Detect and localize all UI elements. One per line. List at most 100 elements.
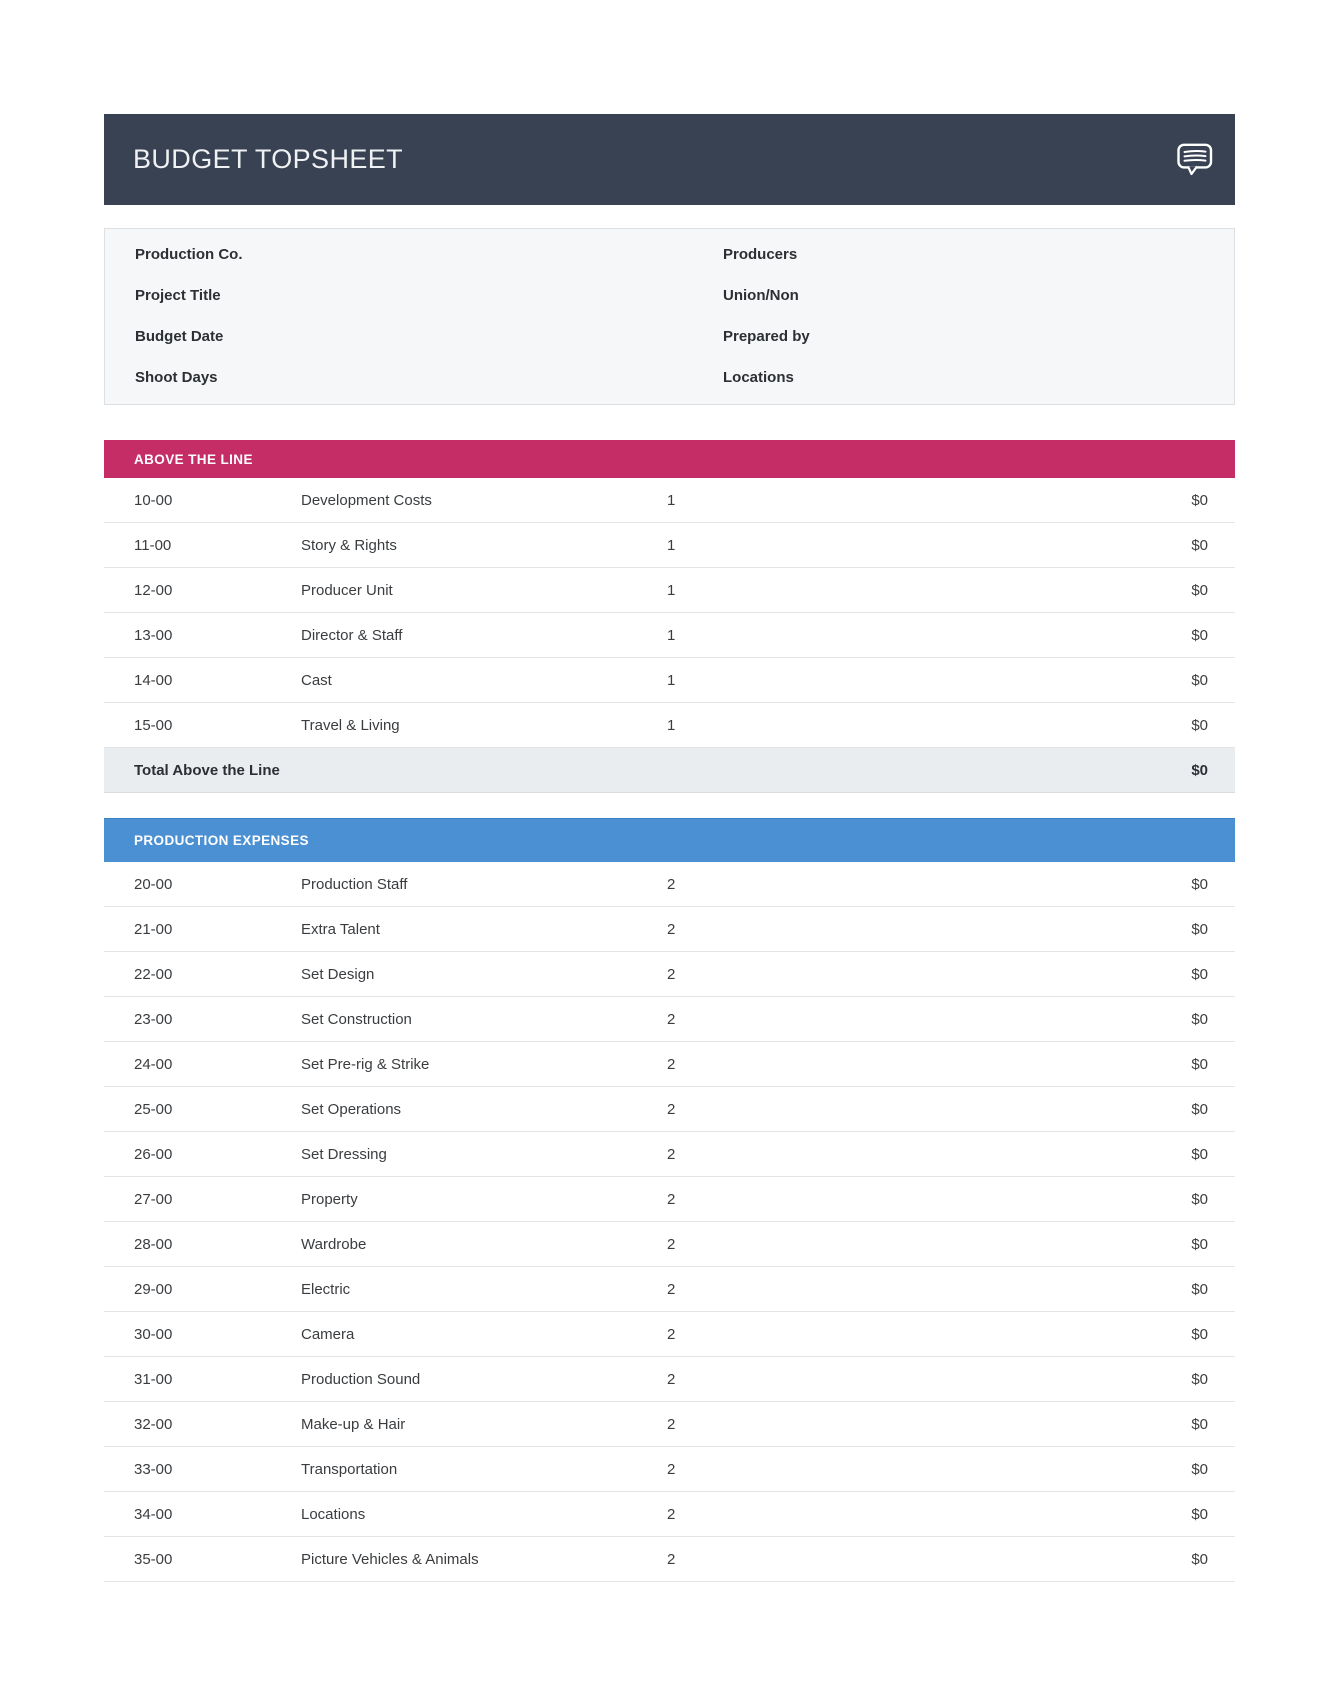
page-number: 2 [667, 1100, 676, 1118]
table-row: 22-00 Set Design 2 $0 [104, 952, 1235, 997]
account-code: 26-00 [134, 1145, 173, 1163]
table-row: 26-00 Set Dressing 2 $0 [104, 1132, 1235, 1177]
account-code: 23-00 [134, 1010, 173, 1028]
account-code: 21-00 [134, 920, 173, 938]
account-label: Make-up & Hair [301, 1415, 406, 1433]
field-label-budget-date: Budget Date [135, 328, 224, 345]
table-row: 20-00 Production Staff 2 $0 [104, 862, 1235, 907]
production-expenses-table: 20-00 Production Staff 2 $0 21-00 Extra Talen… [104, 862, 1235, 1582]
account-label: Producer Unit [301, 581, 393, 599]
amount-value: $0 [1191, 1100, 1208, 1118]
table-row: 32-00 Make-up & Hair 2 $0 [104, 1402, 1235, 1447]
account-code: 20-00 [134, 875, 173, 893]
account-code: 29-00 [134, 1280, 173, 1298]
table-row: 27-00 Property 2 $0 [104, 1177, 1235, 1222]
account-code: 28-00 [134, 1235, 173, 1253]
page-number: 2 [667, 1235, 676, 1253]
account-label: Production Staff [301, 875, 408, 893]
table-row: 13-00 Director & Staff 1 $0 [104, 613, 1235, 658]
topsheet-header: BUDGET TOPSHEET [104, 114, 1235, 205]
table-row: 23-00 Set Construction 2 $0 [104, 997, 1235, 1042]
table-row: 33-00 Transportation 2 $0 [104, 1447, 1235, 1492]
section-above-the-line: ABOVE THE LINE 10-00 Development Costs 1 $0… [104, 440, 1235, 793]
account-code: 10-00 [134, 491, 173, 509]
account-label: Set Design [301, 965, 375, 983]
account-code: 24-00 [134, 1055, 173, 1073]
field-label-producers: Producers [723, 246, 798, 263]
account-label: Travel & Living [301, 716, 400, 734]
page-number: 2 [667, 1055, 676, 1073]
page-number: 2 [667, 1145, 676, 1163]
amount-value: $0 [1191, 1055, 1208, 1073]
page-number: 1 [667, 491, 676, 509]
page-number: 2 [667, 1325, 676, 1343]
account-label: Production Sound [301, 1370, 421, 1388]
page-number: 2 [667, 1460, 676, 1478]
page-number: 2 [667, 1190, 676, 1208]
account-label: Set Pre-rig & Strike [301, 1055, 430, 1073]
amount-value: $0 [1191, 626, 1208, 644]
amount-value: $0 [1191, 1505, 1208, 1523]
account-label: Set Construction [301, 1010, 412, 1028]
account-code: 33-00 [134, 1460, 173, 1478]
account-code: 13-00 [134, 626, 173, 644]
comment-icon[interactable] [1177, 143, 1213, 176]
account-label: Property [301, 1190, 358, 1208]
account-code: 25-00 [134, 1100, 173, 1118]
field-label-prepared-by: Prepared by [723, 328, 810, 345]
amount-value: $0 [1191, 875, 1208, 893]
page-number: 1 [667, 716, 676, 734]
amount-value: $0 [1191, 1460, 1208, 1478]
account-label: Set Dressing [301, 1145, 387, 1163]
amount-value: $0 [1191, 491, 1208, 509]
table-row: 15-00 Travel & Living 1 $0 [104, 703, 1235, 748]
amount-value: $0 [1191, 1190, 1208, 1208]
account-code: 11-00 [134, 536, 172, 554]
table-row: 10-00 Development Costs 1 $0 [104, 478, 1235, 523]
account-code: 15-00 [134, 716, 173, 734]
account-label: Set Operations [301, 1100, 402, 1118]
account-code: 30-00 [134, 1325, 173, 1343]
account-label: Camera [301, 1325, 355, 1343]
account-code: 34-00 [134, 1505, 173, 1523]
page-number: 2 [667, 1370, 676, 1388]
table-row: 35-00 Picture Vehicles & Animals 2 $0 [104, 1537, 1235, 1582]
amount-value: $0 [1191, 1010, 1208, 1028]
above-the-line-table: 10-00 Development Costs 1 $0 11-00 Story & Ri… [104, 478, 1235, 748]
section-header-above-the-line: ABOVE THE LINE [104, 440, 1235, 478]
total-above-the-line-row: Total Above the Line $0 [104, 748, 1235, 793]
field-label-production-co: Production Co. [135, 246, 243, 263]
field-label-union-non: Union/Non [723, 287, 799, 304]
page-number: 1 [667, 536, 676, 554]
field-label-project-title: Project Title [135, 287, 221, 304]
amount-value: $0 [1191, 536, 1208, 554]
field-label-shoot-days: Shoot Days [135, 369, 218, 386]
account-label: Extra Talent [301, 920, 380, 938]
production-info-box: Production Co. Producers Project Title U… [104, 228, 1235, 405]
account-label: Locations [301, 1505, 366, 1523]
account-label: Electric [301, 1280, 351, 1298]
account-code: 32-00 [134, 1415, 173, 1433]
amount-value: $0 [1191, 671, 1208, 689]
table-row: 14-00 Cast 1 $0 [104, 658, 1235, 703]
page-number: 2 [667, 920, 676, 938]
section-production-expenses: PRODUCTION EXPENSES 20-00 Production Staf… [104, 818, 1235, 1582]
account-code: 31-00 [134, 1370, 173, 1388]
account-code: 22-00 [134, 965, 173, 983]
account-label: Wardrobe [301, 1235, 367, 1253]
amount-value: $0 [1191, 965, 1208, 983]
amount-value: $0 [1191, 1550, 1208, 1568]
page-number: 1 [667, 626, 676, 644]
page-title: BUDGET TOPSHEET [133, 144, 404, 174]
account-code: 35-00 [134, 1550, 173, 1568]
table-row: 30-00 Camera 2 $0 [104, 1312, 1235, 1357]
page-number: 1 [667, 581, 676, 599]
amount-value: $0 [1191, 1145, 1208, 1163]
table-row: 24-00 Set Pre-rig & Strike 2 $0 [104, 1042, 1235, 1087]
account-label: Cast [301, 671, 332, 689]
table-row: 21-00 Extra Talent 2 $0 [104, 907, 1235, 952]
table-row: 34-00 Locations 2 $0 [104, 1492, 1235, 1537]
page-number: 2 [667, 965, 676, 983]
amount-value: $0 [1191, 920, 1208, 938]
page-number: 2 [667, 875, 676, 893]
